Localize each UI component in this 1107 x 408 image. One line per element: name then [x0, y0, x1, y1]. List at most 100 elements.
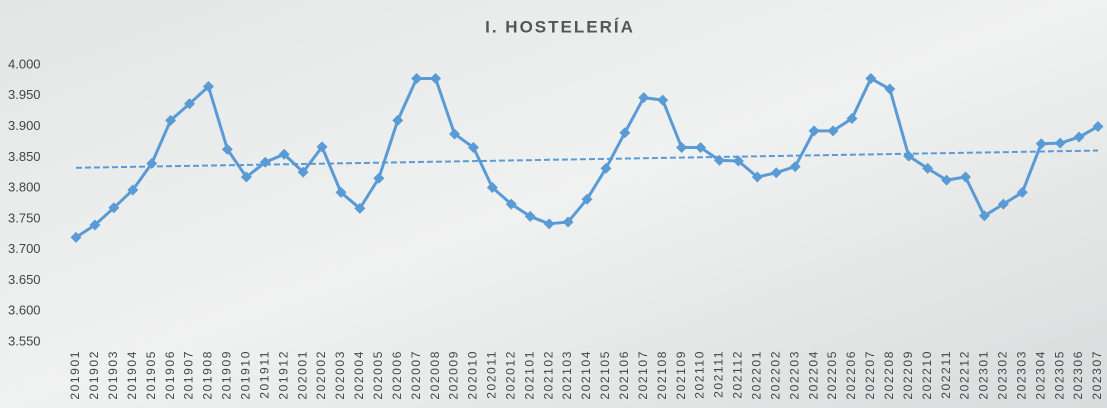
marker — [146, 157, 158, 169]
marker — [1092, 121, 1104, 133]
x-tick-label: 202209 — [901, 350, 915, 400]
x-tick-label: 202010 — [466, 350, 480, 400]
marker — [486, 181, 498, 193]
marker — [619, 127, 631, 139]
x-tick-label: 202202 — [768, 350, 782, 400]
x-tick-label: 201901 — [68, 350, 82, 400]
x-tick-label: 202306 — [1071, 350, 1085, 400]
marker — [165, 114, 177, 126]
x-tick-label: 202012 — [503, 350, 517, 400]
marker — [695, 141, 707, 153]
x-tick-label: 201904 — [125, 350, 139, 400]
y-tick-label: 4.000 — [8, 56, 41, 71]
marker — [430, 73, 442, 85]
marker — [770, 167, 782, 179]
x-tick-label: 201912 — [276, 350, 290, 400]
x-tick-label: 202305 — [1052, 350, 1066, 400]
marker — [108, 202, 120, 214]
x-tick-label: 202301 — [977, 350, 991, 400]
marker — [978, 210, 990, 222]
x-tick-label: 201902 — [87, 350, 101, 400]
x-tick-label: 202108 — [655, 350, 669, 400]
x-tick-label: 202005 — [371, 350, 385, 400]
y-tick-label: 3.900 — [8, 118, 41, 133]
marker — [846, 113, 858, 125]
x-tick-label: 202101 — [522, 350, 536, 400]
marker — [392, 114, 404, 126]
marker — [1035, 138, 1047, 150]
marker — [827, 125, 839, 137]
x-tick-label: 201906 — [163, 350, 177, 400]
x-tick-label: 202109 — [674, 350, 688, 400]
marker — [600, 162, 612, 174]
x-tick-label: 202201 — [750, 350, 764, 400]
marker — [259, 156, 271, 168]
y-tick-label: 3.750 — [8, 210, 41, 225]
x-tick-label: 201905 — [144, 350, 158, 400]
x-tick-label: 202007 — [409, 350, 423, 400]
marker — [638, 92, 650, 104]
marker — [373, 172, 385, 184]
x-tick-label: 202207 — [863, 350, 877, 400]
x-tick-label: 202107 — [636, 350, 650, 400]
marker — [581, 193, 593, 205]
marker — [411, 73, 423, 85]
marker — [1016, 186, 1028, 198]
y-tick-label: 3.600 — [8, 303, 41, 318]
marker — [524, 210, 536, 222]
trend-line — [75, 149, 1099, 169]
x-tick-label: 202006 — [390, 350, 404, 400]
marker — [297, 166, 309, 178]
marker — [449, 128, 461, 140]
x-tick-label: 202303 — [1014, 350, 1028, 400]
x-tick-label: 201903 — [106, 350, 120, 400]
marker — [865, 73, 877, 85]
chart-title: I. HOSTELERÍA — [485, 17, 635, 36]
x-tick-label: 202104 — [579, 350, 593, 400]
x-tick-label: 202004 — [352, 350, 366, 400]
y-tick-label: 3.800 — [8, 180, 41, 195]
marker — [184, 98, 196, 110]
marker — [1073, 131, 1085, 143]
x-tick-label: 201909 — [220, 350, 234, 400]
x-tick-label: 202002 — [314, 350, 328, 400]
marker — [960, 171, 972, 183]
marker — [941, 174, 953, 186]
x-tick-label: 202212 — [958, 350, 972, 400]
x-tick-label: 202111 — [712, 350, 726, 398]
marker — [316, 141, 328, 153]
x-tick-label: 201908 — [201, 350, 215, 400]
y-tick-label: 3.650 — [8, 272, 41, 287]
marker — [89, 219, 101, 231]
x-tick-label: 202102 — [541, 350, 555, 400]
x-tick-label: 202302 — [996, 350, 1010, 400]
x-tick-label: 201911 — [257, 350, 271, 399]
marker — [732, 155, 744, 167]
x-tick-label: 202208 — [882, 350, 896, 400]
x-tick-label: 202008 — [428, 350, 442, 400]
x-tick-label: 201910 — [239, 350, 253, 400]
x-tick-label: 202001 — [295, 350, 309, 400]
y-tick-label: 3.850 — [8, 149, 41, 164]
marker — [278, 148, 290, 160]
x-tick-label: 202112 — [731, 350, 745, 399]
marker — [202, 81, 214, 93]
x-tick-label: 202105 — [598, 350, 612, 400]
x-tick-label: 202304 — [1033, 350, 1047, 400]
marker — [922, 162, 934, 174]
marker — [997, 198, 1009, 210]
x-tick-label: 202110 — [693, 350, 707, 399]
marker — [240, 171, 252, 183]
x-tick-label: 202210 — [920, 350, 934, 400]
x-tick-label: 202009 — [447, 350, 461, 400]
marker — [1054, 137, 1066, 149]
marker — [884, 83, 896, 95]
x-tick-label: 202203 — [787, 350, 801, 400]
marker — [335, 186, 347, 198]
x-tick-label: 202003 — [333, 350, 347, 400]
marker — [789, 161, 801, 173]
marker — [903, 150, 915, 162]
